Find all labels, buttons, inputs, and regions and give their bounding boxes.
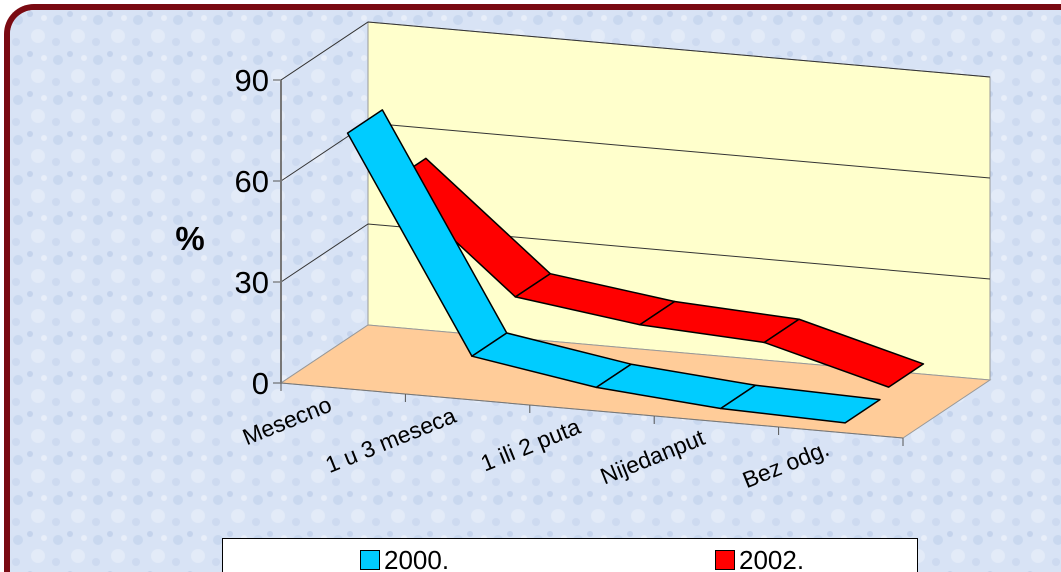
gridline (280, 223, 991, 283)
gridline (280, 21, 991, 81)
legend-item-2000: 2000. (360, 547, 449, 572)
y-tick-label: 60 (235, 164, 269, 199)
y-axis-label: % (175, 220, 204, 257)
left-wall (280, 21, 369, 384)
x-axis-line (280, 382, 904, 439)
legend-label-2000: 2000. (384, 545, 450, 572)
legend-label-2002: 2002. (739, 545, 805, 572)
legend-swatch-2000 (360, 550, 380, 570)
chart-legend: 2000. 2002. (222, 538, 918, 572)
chart-frame: 0 30 60 90% Mesecno 1 u 3 meseca 1 ili 2 puta N… (4, 4, 1061, 572)
legend-item-2002: 2002. (715, 547, 804, 572)
y-tick-label: 30 (235, 265, 269, 300)
series-segment (720, 384, 881, 424)
y-tick-label: 90 (235, 63, 269, 98)
legend-swatch-2002 (715, 550, 735, 570)
series-segment (763, 318, 925, 388)
y-tick-label: 0 (252, 366, 269, 401)
